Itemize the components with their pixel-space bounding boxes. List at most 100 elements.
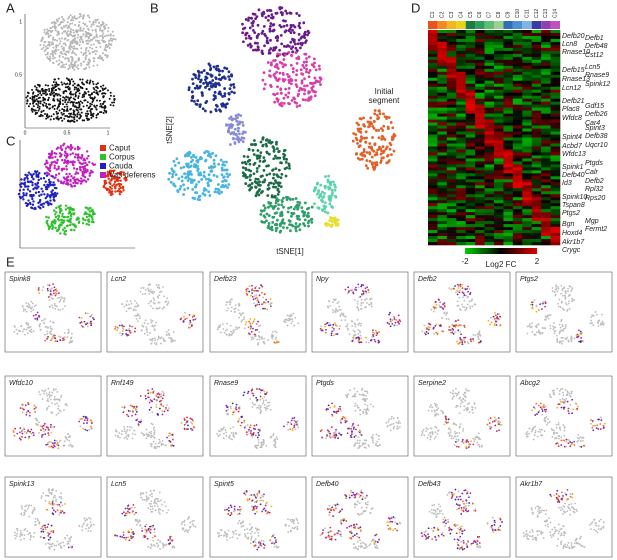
cell — [223, 66, 227, 70]
cell — [319, 77, 323, 81]
cell — [190, 90, 194, 94]
cell — [62, 176, 66, 179]
cell — [19, 196, 22, 199]
cell — [468, 287, 471, 290]
cell — [24, 308, 27, 311]
heat-cell — [531, 221, 542, 225]
cell — [69, 160, 72, 164]
cell — [372, 331, 374, 334]
cell — [230, 298, 233, 301]
cell — [61, 99, 64, 102]
heat-cell — [428, 32, 438, 37]
heat-cell — [550, 230, 561, 234]
cell — [230, 310, 233, 313]
heat-cell — [475, 209, 485, 213]
cell — [80, 111, 83, 114]
cell — [293, 324, 296, 327]
heat-cell — [550, 146, 561, 150]
heat-cell — [484, 35, 495, 40]
heat-cell — [475, 92, 485, 96]
cell — [54, 93, 57, 96]
cell — [49, 52, 52, 55]
cell — [78, 103, 81, 106]
cell — [23, 183, 27, 186]
cell — [330, 332, 333, 335]
cell — [252, 172, 256, 176]
cell — [81, 222, 85, 225]
cell — [19, 185, 23, 189]
cell — [357, 336, 360, 339]
cell — [49, 327, 52, 330]
cell — [69, 341, 72, 344]
cell — [90, 314, 93, 316]
heat-cell — [522, 134, 533, 138]
heat-cell — [456, 242, 467, 246]
heat-cell — [522, 50, 533, 55]
heat-cell — [465, 59, 476, 64]
heat-cell — [550, 233, 561, 237]
heat-cell — [494, 242, 504, 246]
cell — [107, 34, 110, 37]
heat-cell — [550, 155, 561, 159]
cell — [52, 283, 54, 286]
heat-cell — [531, 44, 542, 49]
cluster-strip — [531, 21, 542, 29]
heat-cell — [541, 98, 551, 102]
cell — [360, 151, 364, 155]
cell — [87, 61, 90, 64]
cell — [358, 144, 362, 148]
heat-cell — [512, 167, 523, 171]
heat-cell — [503, 242, 514, 246]
cell — [398, 319, 401, 321]
cell — [78, 44, 81, 47]
heat-cell — [456, 92, 467, 96]
heat-cell — [531, 224, 542, 228]
heat-cell — [446, 149, 457, 153]
cell — [61, 119, 64, 122]
cell — [84, 35, 87, 38]
cell — [274, 330, 276, 333]
cell — [230, 306, 233, 309]
cell — [220, 173, 224, 177]
heat-cell — [428, 212, 438, 216]
cell — [255, 154, 259, 158]
heat-cell — [541, 191, 551, 195]
cell — [192, 178, 196, 182]
cell — [28, 190, 32, 193]
cell — [67, 101, 70, 104]
heat-cell — [484, 152, 495, 156]
cell — [251, 288, 254, 290]
cell — [370, 303, 373, 305]
cell — [71, 63, 74, 66]
cell — [87, 32, 90, 35]
cell — [236, 129, 240, 133]
heat-cell — [503, 215, 514, 219]
cell — [278, 52, 282, 56]
cell — [221, 180, 224, 183]
cell — [57, 48, 60, 51]
cell — [42, 202, 46, 205]
heat-cell — [428, 38, 438, 43]
heat-cell — [475, 116, 485, 120]
cell — [183, 188, 187, 192]
cell — [262, 169, 266, 172]
cell — [254, 177, 258, 181]
cell — [86, 178, 90, 181]
cell — [182, 183, 185, 187]
cell — [256, 299, 259, 302]
cell — [382, 149, 386, 153]
cell — [49, 290, 52, 293]
cell — [82, 16, 85, 19]
cell — [67, 119, 70, 122]
heat-cell — [428, 62, 438, 67]
cell — [23, 328, 25, 331]
cell — [313, 61, 316, 65]
cell — [73, 82, 76, 85]
cell — [456, 283, 459, 286]
cell — [77, 106, 80, 109]
cell — [207, 166, 211, 170]
cell — [79, 13, 82, 16]
heat-cell — [522, 68, 533, 73]
heat-cell — [475, 134, 485, 138]
heat-cell — [437, 191, 448, 195]
